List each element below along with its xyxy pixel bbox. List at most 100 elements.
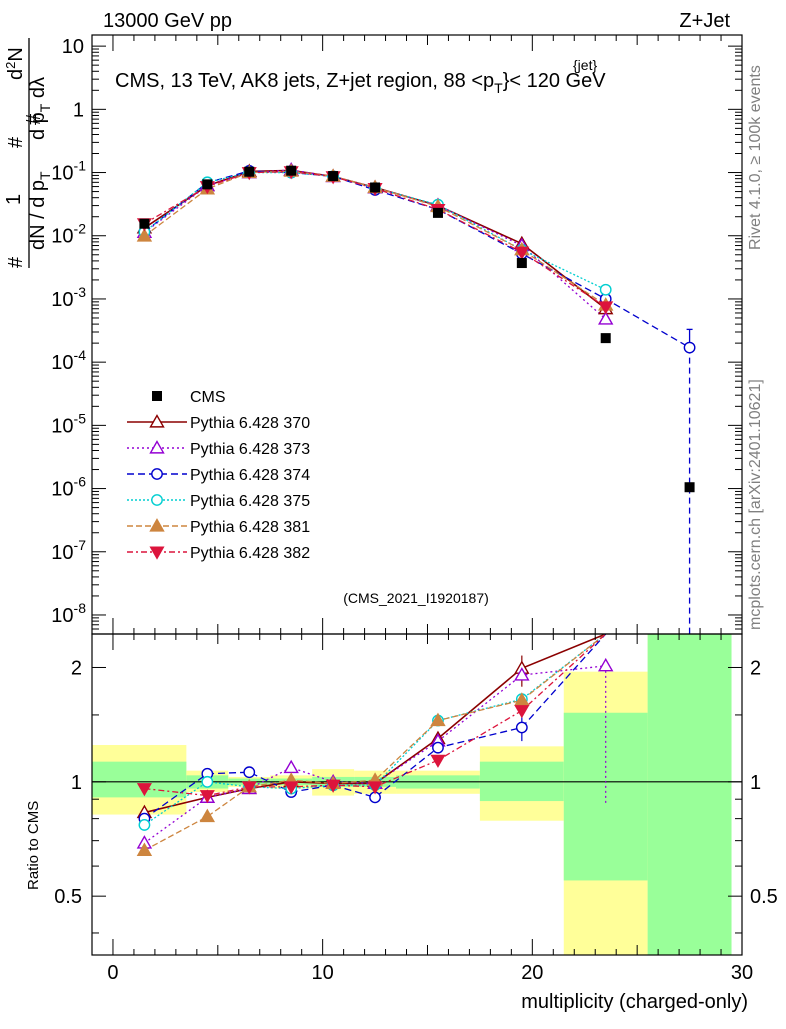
cms-data-point-3 [286,165,297,176]
ratio-tick-label-r-2: 2 [750,657,761,679]
legend-marker-cms [152,391,162,401]
cms-data-point-2 [244,166,255,177]
series-3-ratio-point-1 [201,775,214,788]
y-tick-label-0: 10 [62,36,84,58]
x-tick-label-0: 0 [107,962,118,984]
cms-data-point-6 [432,207,443,218]
ratio-tick-label-2: 2 [71,657,82,679]
y-tick-label-exp: -7 [74,537,87,553]
y-tick-label-9: 10-8 [51,600,86,627]
ratio-uncertainty-bands [92,634,742,955]
y-tick-label-base: 10 [51,415,73,437]
series-ratio-line-3 [144,634,607,826]
rivet-label: Rivet 4.1.0, ≥ 100k events [747,65,764,250]
series-5-ratio-point-1 [199,790,215,804]
series-5-point-8 [598,301,614,315]
legend-label-4: Pythia 6.428 381 [190,519,310,536]
legend-marker-2 [151,468,163,480]
cms-data-point-1 [202,179,213,190]
y-tick-label-base: 10 [51,479,73,501]
cms-data-point-7 [516,258,527,269]
x-tick-label-3: 30 [731,962,753,984]
ratio-axis-label: Ratio to CMS [25,801,42,890]
y-tick-label-base: 10 [51,605,73,627]
plot-title-sup: {jet} [573,57,597,73]
cms-data-point-8 [600,333,611,344]
ratio-tick-label-r-0: 0.5 [750,886,778,908]
source-label: mcplots.cern.ch [arXiv:2401.10621] [747,379,764,630]
legend-entry-4: Pythia 6.428 381 [127,518,310,536]
y-tick-label-base: 10 [51,542,73,564]
legend-label-cms: CMS [190,389,226,406]
ylabel-one: 1 [3,194,25,205]
series-4-ratio-point-6 [430,712,446,727]
legend-marker-4 [149,518,165,532]
series-1-point-8 [598,311,614,325]
series-2-ratio-point-2 [243,766,256,779]
legend-entry-cms: CMS [152,389,226,406]
y-tick-label-exp: -1 [74,158,87,174]
legend-label-1: Pythia 6.428 373 [190,441,310,458]
y-tick-label-exp: -4 [74,347,87,363]
ylabel-hash-a: # [5,256,27,268]
series-4-ratio-point-0 [136,842,153,856]
y-tick-label-exp: -2 [74,221,87,237]
y-tick-label-5: 10-4 [51,347,86,374]
series-1-ratio-point-3 [283,759,299,774]
cms-data-point-0 [139,218,150,229]
y-axis-label: 1 # dN / d pT # d pT dλ d2N # [3,38,53,268]
legend-label-5: Pythia 6.428 382 [190,545,310,562]
legend-entry-1: Pythia 6.428 373 [127,440,310,458]
legend-label-0: Pythia 6.428 370 [190,415,310,432]
band-inner-0 [92,761,187,798]
legend-label-3: Pythia 6.428 375 [190,493,310,510]
series-3-point-8 [599,283,612,296]
x-tick-label-1: 10 [312,962,334,984]
ylabel-hash-b: # [5,136,27,148]
y-tick-label-exp: -6 [74,474,87,490]
x-tick-label-2: 20 [521,962,543,984]
x-axis-label: multiplicity (charged-only) [521,991,748,1013]
plot-title-main: CMS, 13 TeV, AK8 jets, Z+jet region, 88 … [115,70,494,92]
analysis-id: (CMS_2021_I1920187) [343,590,489,606]
y-tick-label-base: 10 [51,163,73,185]
plot-title-sub: T [494,80,503,96]
series-5-ratio-point-0 [136,783,152,797]
legend-entry-5: Pythia 6.428 382 [127,545,310,562]
plot-title: CMS, 13 TeV, AK8 jets, Z+jet region, 88 … [115,70,606,96]
ylabel-dpt: d pT dλ [27,77,53,140]
legend-marker-5 [149,546,165,560]
y-tick-label-exp: -3 [74,284,87,300]
band-inner-9 [647,634,732,955]
y-tick-label-7: 10-6 [51,474,86,501]
series-5-ratio-point-2 [241,781,257,795]
legend-label-2: Pythia 6.428 374 [190,467,310,484]
legend-marker-3 [151,494,163,506]
legend-marker-1 [149,440,165,454]
series-5-ratio-point-5 [367,781,383,795]
series-3-ratio-point-0 [138,819,151,831]
y-tick-label-exp: -8 [74,600,87,616]
y-tick-label-8: 10-7 [51,537,86,564]
y-tick-label-3: 10-2 [51,221,86,248]
series-ratio-line-2 [144,634,607,820]
series-5-ratio-point-7 [514,705,530,719]
series-5-ratio-point-4 [325,779,341,793]
ratio-tick-label-0: 0.5 [54,886,82,908]
y-tick-label-base: 10 [51,226,73,248]
cms-data-point-9 [684,482,695,493]
ylabel-hash-c: # [23,113,45,125]
series-5-point-7 [514,246,530,260]
legend: CMS Pythia 6.428 370 Pythia 6.428 373 Pythi… [127,389,310,562]
series-5-ratio-point-3 [283,781,299,795]
plot-title-end: }< 120 GeV [503,70,607,92]
series-layer [136,162,696,856]
ratio-panel-series [136,634,614,856]
series-4-ratio-point-1 [199,808,216,823]
series-2-ratio-point-7 [515,721,528,734]
series-4-ratio-point-7 [514,692,530,706]
cms-data-point-5 [370,182,381,193]
